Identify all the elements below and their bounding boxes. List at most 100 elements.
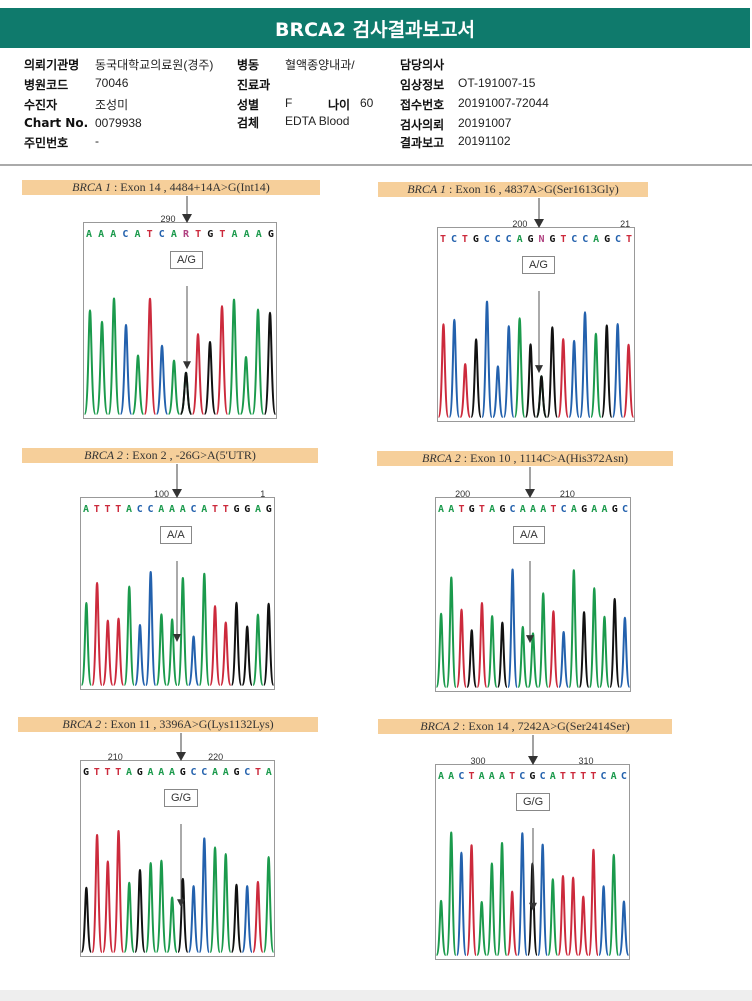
trace-peak [547, 878, 559, 956]
hospital-code-value: 70046 [95, 76, 129, 90]
position-number: 200 [512, 219, 528, 229]
trace-peak [506, 890, 518, 956]
gene-name: BRCA 2 [422, 451, 461, 465]
trace-peak [517, 625, 529, 688]
base-call: A [593, 234, 600, 245]
base-call: T [559, 771, 566, 782]
clinical-label: 임상정보 [400, 78, 445, 92]
trace-peak [167, 359, 181, 415]
trace-peak [95, 320, 109, 415]
variant-description: : Exon 14 , 4484+14A>G(Int14) [113, 180, 270, 194]
trace-peak [527, 632, 539, 688]
trace-peak [198, 837, 211, 953]
sex-label: 성별 [237, 98, 260, 112]
trace-peak [91, 833, 103, 953]
base-call: C [509, 504, 516, 515]
base-call: T [93, 504, 100, 515]
trace-peak [177, 576, 189, 686]
patient-value: 조성미 [95, 98, 129, 112]
position-number: 290 [160, 214, 176, 224]
trace-peak [187, 635, 200, 686]
base-call: C [505, 234, 512, 245]
variant-description: : Exon 11 , 3396A>G(Lys1132Lys) [104, 717, 274, 731]
trace-peak [84, 309, 97, 415]
trace-plot [81, 571, 274, 686]
trace-peak [445, 576, 457, 688]
trace-peak [209, 605, 221, 686]
position-number: 21 [620, 219, 631, 229]
base-call: G [136, 767, 143, 778]
receipt-value: 20191007-72044 [458, 96, 549, 110]
base-call: A [231, 229, 238, 240]
base-call: T [468, 771, 475, 782]
base-call: G [468, 504, 475, 515]
trace-peak [436, 612, 447, 688]
base-call: A [610, 771, 617, 782]
trace-peak [598, 615, 611, 688]
patient-info: 의뢰기관명 동국대학교의료원(경주) 병원코드 70046 수진자 조성미 Ch… [0, 50, 752, 166]
trace-peak [215, 305, 229, 415]
arrow-icon [525, 467, 535, 644]
gene-name: BRCA 1 [407, 182, 446, 196]
variant-label: BRCA 2: Exon 14 , 7242A>G(Ser2414Ser) [378, 719, 672, 734]
trace-peak [608, 853, 620, 956]
trace-peak [263, 311, 276, 415]
base-call: N [538, 234, 545, 245]
trace-peak [101, 860, 114, 953]
dept-label: 진료과 [237, 78, 271, 92]
chromatogram: 290 A A A C A T C A R T G T A A A G A/G [83, 214, 277, 419]
gene-name: BRCA 2 [84, 448, 123, 462]
id-label: 주민번호 [24, 136, 69, 150]
trace-peak [155, 613, 168, 686]
report-value: 20191102 [458, 134, 511, 148]
variant-description: : Exon 16 , 4837A>G(Ser1613Gly) [449, 182, 619, 196]
trace-peak [481, 300, 493, 418]
age-value: 60 [360, 96, 374, 110]
trace-peak [459, 363, 472, 418]
base-call: T [580, 771, 587, 782]
base-call: G [233, 504, 240, 515]
trace-peak [134, 869, 146, 953]
base-call: A [265, 767, 272, 778]
trace-peak [558, 631, 570, 688]
trace-peak [262, 602, 274, 686]
trace-peak [465, 844, 478, 956]
trace-peak [589, 332, 602, 418]
trace-peak [557, 875, 569, 956]
trace-peak [177, 877, 189, 953]
genotype-box: G/G [164, 789, 199, 807]
request-value: 20191007 [458, 116, 512, 130]
base-call: C [615, 234, 622, 245]
trace-peak [537, 843, 549, 956]
base-call: A [222, 767, 229, 778]
trace-peak [198, 572, 211, 686]
trace-peak [476, 601, 488, 688]
base-call: A [601, 504, 608, 515]
trace-peak [557, 338, 570, 418]
position-number: 220 [208, 752, 224, 762]
request-label: 검사의뢰 [400, 118, 445, 132]
base-call: G [527, 234, 534, 245]
trace-peak [535, 375, 548, 418]
base-call: T [458, 504, 465, 515]
trace-peak [119, 323, 133, 415]
trace-peak [587, 848, 600, 956]
trace-peak [502, 325, 515, 418]
base-call: C [136, 504, 143, 515]
base-call: T [440, 234, 447, 245]
base-call: T [104, 504, 111, 515]
trace-peak [134, 623, 146, 686]
specimen-label: 검체 [237, 116, 260, 130]
base-call: G [244, 504, 251, 515]
trace-plot [81, 829, 274, 953]
base-call: G [83, 767, 90, 778]
base-call: A [179, 504, 186, 515]
base-call: A [488, 771, 495, 782]
base-call: A [519, 504, 526, 515]
trace-peak [496, 841, 508, 956]
base-call: A [134, 229, 141, 240]
base-call: T [478, 504, 485, 515]
